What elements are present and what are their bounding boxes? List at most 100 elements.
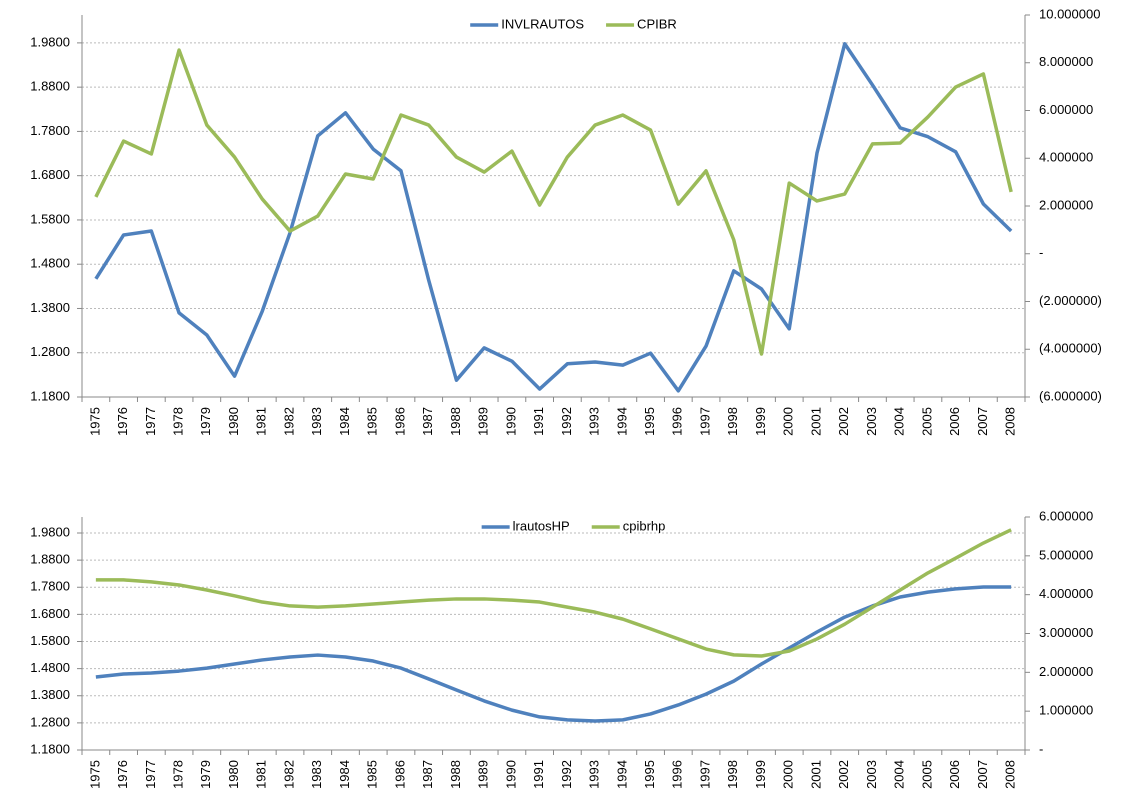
y2-tick-label: 4.000000 (1039, 150, 1093, 165)
x-tick-label: 1982 (281, 760, 296, 789)
x-tick-label: 1993 (587, 407, 602, 436)
x-tick-label: 2006 (947, 407, 962, 436)
series-line (95, 585, 1012, 723)
legend-label: CPIBR (637, 16, 677, 31)
y-tick-label: 1.5800 (30, 211, 70, 226)
y2-tick-label: 3.000000 (1039, 625, 1093, 640)
x-tick-label: 1999 (753, 407, 768, 436)
x-tick-label: 1983 (309, 760, 324, 789)
x-tick-label: 1976 (115, 760, 130, 789)
x-tick-label: 1997 (697, 760, 712, 789)
x-tick-label: 1993 (587, 760, 602, 789)
x-tick-label: 1988 (448, 760, 463, 789)
x-tick-label: 2002 (836, 760, 851, 789)
x-tick-label: 1988 (448, 407, 463, 436)
x-tick-label: 1997 (697, 407, 712, 436)
legend: INVLRAUTOS CPIBR (470, 16, 677, 31)
x-tick-label: 1986 (392, 760, 407, 789)
y2-tick-label: 5.000000 (1039, 547, 1093, 562)
x-tick-label: 2004 (892, 407, 907, 436)
x-tick-label: 2002 (836, 407, 851, 436)
x-tick-label: 1995 (642, 760, 657, 789)
x-tick-label: 1990 (503, 760, 518, 789)
x-tick-label: 1991 (531, 760, 546, 789)
y2-tick-label: 8.000000 (1039, 54, 1093, 69)
x-tick-label: 1989 (476, 760, 491, 789)
x-tick-label: 2003 (864, 760, 879, 789)
x-tick-label: 1987 (420, 407, 435, 436)
y2-tick-label: 10.000000 (1039, 6, 1100, 21)
legend: lrautosHP cpibrhp (481, 518, 666, 533)
y-tick-label: 1.9800 (30, 34, 70, 49)
x-tick-label: 1975 (87, 760, 102, 789)
x-tick-label: 1983 (309, 407, 324, 436)
x-tick-label: 2006 (947, 760, 962, 789)
y-tick-label: 1.6800 (30, 606, 70, 621)
x-tick-label: 1984 (337, 407, 352, 436)
x-tick-label: 2007 (975, 407, 990, 436)
x-tick-label: 1996 (670, 407, 685, 436)
x-tick-label: 1986 (392, 407, 407, 436)
x-tick-label: 1980 (226, 407, 241, 436)
x-tick-label: 2008 (1003, 760, 1018, 789)
y2-tick-label: (6.000000) (1039, 388, 1102, 403)
series-line (95, 528, 1012, 658)
x-tick-label: 2005 (919, 407, 934, 436)
x-tick-label: 2001 (808, 760, 823, 789)
x-tick-label: 1995 (642, 407, 657, 436)
legend-label: cpibrhp (623, 518, 666, 533)
x-tick-label: 1979 (198, 407, 213, 436)
x-tick-label: 1985 (365, 760, 380, 789)
y2-tick-label: 4.000000 (1039, 586, 1093, 601)
x-tick-label: 1978 (171, 760, 186, 789)
y2-tick-label: (4.000000) (1039, 341, 1102, 356)
x-tick-label: 1992 (559, 407, 574, 436)
series-line (94, 42, 1013, 393)
x-tick-label: 2005 (919, 760, 934, 789)
y-tick-label: 1.3800 (30, 300, 70, 315)
y2-tick-label: - (1039, 741, 1043, 756)
y-tick-label: 1.3800 (30, 687, 70, 702)
x-tick-label: 2007 (975, 760, 990, 789)
y-tick-label: 1.9800 (30, 524, 70, 539)
y2-tick-label: 6.000000 (1039, 102, 1093, 117)
y-tick-label: 1.7800 (30, 123, 70, 138)
x-tick-label: 1975 (87, 407, 102, 436)
y-tick-label: 1.1800 (30, 388, 70, 403)
x-tick-label: 1980 (226, 760, 241, 789)
x-tick-label: 1987 (420, 760, 435, 789)
x-tick-label: 1998 (725, 760, 740, 789)
legend-label: INVLRAUTOS (501, 16, 584, 31)
x-tick-label: 2004 (892, 760, 907, 789)
x-tick-label: 1982 (281, 407, 296, 436)
x-tick-label: 1991 (531, 407, 546, 436)
y2-tick-label: (2.000000) (1039, 293, 1102, 308)
y-tick-label: 1.5800 (30, 633, 70, 648)
x-tick-label: 1999 (753, 760, 768, 789)
x-tick-label: 1992 (559, 760, 574, 789)
y-tick-label: 1.8800 (30, 79, 70, 94)
y2-tick-label: - (1039, 245, 1043, 260)
x-tick-label: 1978 (171, 407, 186, 436)
series-line (94, 48, 1013, 356)
x-tick-label: 1989 (476, 407, 491, 436)
x-tick-label: 2001 (808, 407, 823, 436)
x-tick-label: 2000 (781, 760, 796, 789)
x-tick-label: 1996 (670, 760, 685, 789)
x-tick-label: 1976 (115, 407, 130, 436)
x-tick-label: 1977 (143, 760, 158, 789)
legend-label: lrautosHP (513, 518, 570, 533)
y-tick-label: 1.8800 (30, 552, 70, 567)
y-tick-label: 1.1800 (30, 741, 70, 756)
y-tick-label: 1.6800 (30, 167, 70, 182)
y2-tick-label: 2.000000 (1039, 664, 1093, 679)
y-tick-label: 1.4800 (30, 256, 70, 271)
x-tick-label: 2000 (781, 407, 796, 436)
x-tick-label: 1981 (254, 407, 269, 436)
x-tick-label: 1990 (503, 407, 518, 436)
x-tick-label: 1998 (725, 407, 740, 436)
x-tick-label: 2008 (1003, 407, 1018, 436)
x-tick-label: 2003 (864, 407, 879, 436)
y-tick-label: 1.2800 (30, 714, 70, 729)
